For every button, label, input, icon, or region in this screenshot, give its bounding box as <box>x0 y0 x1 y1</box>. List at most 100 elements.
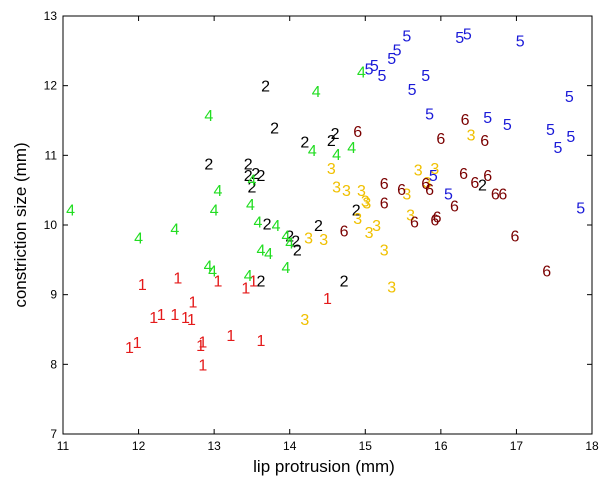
data-point: 5 <box>565 89 574 106</box>
data-point: 2 <box>261 79 270 96</box>
data-point: 2 <box>204 157 213 174</box>
data-point: 5 <box>387 51 396 68</box>
data-point: 1 <box>196 338 205 355</box>
data-point: 1 <box>181 310 190 327</box>
x-tick-label: 15 <box>359 439 373 453</box>
data-point: 4 <box>281 228 290 245</box>
x-tick-label: 12 <box>132 439 146 453</box>
data-point: 5 <box>503 117 512 134</box>
data-point: 3 <box>362 196 371 213</box>
x-tick-label: 11 <box>57 439 70 453</box>
data-point: 6 <box>433 210 442 227</box>
x-tick-label: 14 <box>283 439 297 453</box>
data-point: 4 <box>246 197 255 214</box>
data-point: 3 <box>319 232 328 249</box>
data-point: 6 <box>380 196 389 213</box>
data-point: 5 <box>455 30 464 47</box>
data-point: 2 <box>327 133 336 150</box>
data-point: 1 <box>323 291 332 308</box>
x-axis-label: lip protrusion (mm) <box>253 457 395 476</box>
data-point: 3 <box>380 242 389 259</box>
data-point: 3 <box>430 161 439 178</box>
data-point: 5 <box>408 82 417 99</box>
data-point: 5 <box>393 42 402 59</box>
data-point: 4 <box>312 84 321 101</box>
plot-frame <box>62 15 593 435</box>
data-point: 2 <box>285 228 294 245</box>
data-point: 1 <box>198 357 207 374</box>
data-point: 4 <box>257 242 266 259</box>
data-point: 4 <box>204 258 213 275</box>
data-point: 6 <box>430 212 439 229</box>
data-point: 2 <box>300 134 309 151</box>
data-point: 5 <box>576 201 585 218</box>
data-point: 3 <box>342 183 351 200</box>
data-point: 4 <box>204 108 213 125</box>
data-point: 3 <box>304 231 313 248</box>
data-point: 6 <box>491 187 500 204</box>
data-point: 4 <box>170 221 179 238</box>
data-point: 1 <box>249 274 258 291</box>
y-tick-label: 7 <box>50 427 57 441</box>
data-point: 4 <box>308 143 317 160</box>
x-tick-label: 17 <box>510 439 524 453</box>
data-point: 3 <box>357 183 366 200</box>
data-point: 3 <box>414 162 423 179</box>
data-point: 1 <box>241 281 250 298</box>
data-point: 1 <box>213 274 222 291</box>
data-point: 2 <box>257 168 266 185</box>
x-tick-label: 13 <box>207 439 221 453</box>
data-point: 1 <box>133 335 142 352</box>
data-point: 4 <box>213 183 222 200</box>
data-point: 6 <box>340 224 349 241</box>
data-point: 2 <box>291 233 300 250</box>
data-point: 5 <box>429 168 438 185</box>
x-axis-ticks: 11 12 13 14 15 16 17 18 <box>57 16 599 453</box>
data-point: 3 <box>406 208 415 225</box>
data-point: 3 <box>402 187 411 204</box>
data-point: 3 <box>327 161 336 178</box>
data-point: 2 <box>331 126 340 143</box>
data-point: 1 <box>125 340 134 357</box>
data-point: 5 <box>554 140 563 157</box>
x-tick-label: 16 <box>434 439 448 453</box>
data-point: 1 <box>173 270 182 287</box>
data-point: 1 <box>189 295 198 312</box>
data-point: 6 <box>510 228 519 245</box>
data-point: 5 <box>566 129 575 146</box>
data-point: 6 <box>397 182 406 199</box>
data-point: 6 <box>425 182 434 199</box>
data-point: 4 <box>208 263 217 280</box>
y-tick-label: 11 <box>45 148 58 162</box>
data-point: 3 <box>361 194 370 211</box>
x-tick-label: 18 <box>585 439 599 453</box>
data-point: 3 <box>332 180 341 197</box>
data-point: 3 <box>423 175 432 192</box>
data-point: 4 <box>272 218 281 235</box>
data-point: 2 <box>478 178 487 195</box>
data-point: 6 <box>498 187 507 204</box>
y-tick-label: 8 <box>50 357 57 371</box>
data-point: 4 <box>134 231 143 248</box>
data-point: 3 <box>387 279 396 296</box>
data-point: 5 <box>444 187 453 204</box>
data-point: 1 <box>149 310 158 327</box>
data-point: 2 <box>244 168 253 185</box>
data-point: 6 <box>459 166 468 183</box>
data-point: 6 <box>421 176 430 193</box>
data-point: 4 <box>254 215 263 232</box>
data-point: 2 <box>340 274 349 291</box>
y-tick-label: 12 <box>44 79 58 93</box>
data-point: 4 <box>66 203 75 220</box>
data-point: 1 <box>138 277 147 294</box>
data-point: 4 <box>264 246 273 263</box>
y-tick-label: 13 <box>44 9 58 23</box>
data-point: 5 <box>425 107 434 124</box>
